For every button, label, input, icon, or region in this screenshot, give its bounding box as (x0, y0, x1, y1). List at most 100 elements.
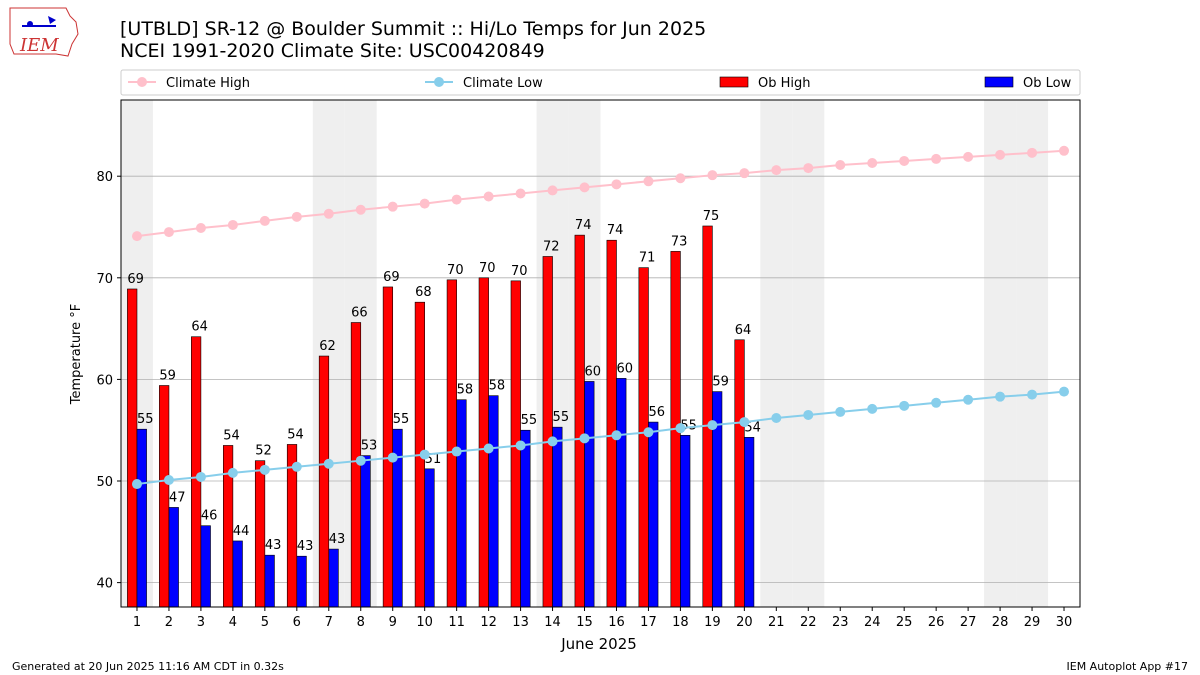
y-tick-label: 60 (96, 373, 113, 388)
line-marker (675, 423, 686, 434)
data-label: 62 (319, 339, 336, 354)
x-tick-label: 28 (992, 615, 1009, 630)
chart-subtitle: NCEI 1991-2020 Climate Site: USC00420849 (120, 40, 545, 62)
bar (606, 239, 617, 608)
bar (382, 286, 394, 608)
x-tick-label: 25 (896, 615, 913, 630)
data-label: 56 (648, 405, 665, 420)
data-label: 75 (703, 209, 720, 224)
legend-marker (137, 77, 147, 87)
x-axis-label: June 2025 (560, 635, 637, 653)
data-label: 60 (585, 364, 602, 379)
bar (159, 385, 170, 608)
bar (744, 437, 755, 608)
x-tick-label: 1 (133, 615, 141, 630)
line-marker (547, 185, 558, 196)
weekend-shade (760, 100, 793, 607)
x-tick-label: 16 (608, 615, 625, 630)
line-marker (931, 153, 942, 164)
line (136, 149, 1065, 238)
line-marker (835, 160, 846, 171)
data-label: 64 (735, 323, 752, 338)
data-label: 60 (616, 361, 633, 376)
line-marker (739, 168, 750, 179)
legend-marker (434, 77, 444, 87)
x-tick-label: 3 (197, 615, 205, 630)
x-tick-label: 22 (800, 615, 817, 630)
bar (542, 256, 553, 608)
x-tick-label: 2 (165, 615, 173, 630)
bar (127, 288, 138, 608)
line-marker (963, 151, 974, 162)
legend-box (120, 69, 1081, 96)
data-label: 46 (201, 509, 218, 524)
bar (648, 421, 659, 608)
x-tick-label: 18 (672, 615, 689, 630)
line-marker (163, 227, 174, 238)
line-marker (803, 163, 814, 174)
line-marker (451, 446, 462, 457)
bar (584, 381, 595, 608)
data-label: 69 (383, 270, 400, 285)
line-marker (547, 436, 558, 447)
line-marker (515, 188, 526, 199)
line-marker (771, 413, 782, 424)
x-tick-label: 19 (704, 615, 721, 630)
bar (232, 540, 243, 608)
line-marker (387, 201, 398, 212)
bar (456, 399, 467, 608)
data-label: 59 (159, 369, 176, 384)
line-marker (643, 176, 654, 187)
bar (254, 460, 266, 608)
line-marker (451, 194, 462, 205)
data-label: 68 (415, 285, 432, 300)
line-marker (867, 157, 878, 168)
line-marker (931, 397, 942, 408)
line-marker (899, 400, 910, 411)
data-label: 70 (511, 264, 528, 279)
line-marker (1059, 386, 1070, 397)
weekend-shade (792, 100, 825, 607)
footer-right: IEM Autoplot App #17 (1067, 660, 1189, 673)
line-marker (195, 471, 206, 482)
x-tick-label: 23 (832, 615, 849, 630)
data-label: 74 (575, 218, 592, 233)
line-marker (643, 427, 654, 438)
x-tick-label: 27 (960, 615, 977, 630)
legend-swatch (719, 76, 749, 88)
data-label: 66 (351, 306, 368, 321)
bar (264, 554, 275, 608)
line-marker (387, 452, 398, 463)
bar (191, 336, 202, 608)
legend-label: Climate Low (463, 76, 543, 91)
line-marker (835, 406, 846, 417)
line-marker (259, 215, 270, 226)
footer-left: Generated at 20 Jun 2025 11:16 AM CDT in… (12, 660, 284, 673)
data-label: 55 (521, 413, 538, 428)
line-marker (579, 433, 590, 444)
line-marker (195, 223, 206, 234)
line-marker (707, 170, 718, 181)
plot-frame (120, 99, 1081, 608)
bar (296, 555, 307, 608)
line-marker (611, 179, 622, 190)
bar (680, 434, 691, 608)
line-marker (1027, 389, 1038, 400)
x-tick-label: 26 (928, 615, 945, 630)
bar (136, 428, 147, 608)
x-tick-label: 6 (293, 615, 301, 630)
bar (446, 279, 457, 608)
y-tick-label: 70 (96, 272, 113, 287)
legend-label: Climate High (166, 76, 250, 91)
legend-label: Ob High (758, 76, 811, 91)
line-marker (131, 479, 142, 490)
logo-text: IEM (19, 35, 59, 56)
line-marker (483, 443, 494, 454)
x-tick-label: 9 (389, 615, 397, 630)
x-tick-label: 5 (261, 615, 269, 630)
data-label: 58 (489, 379, 506, 394)
data-label: 73 (671, 234, 688, 249)
bar (488, 395, 499, 608)
bar (318, 355, 330, 608)
